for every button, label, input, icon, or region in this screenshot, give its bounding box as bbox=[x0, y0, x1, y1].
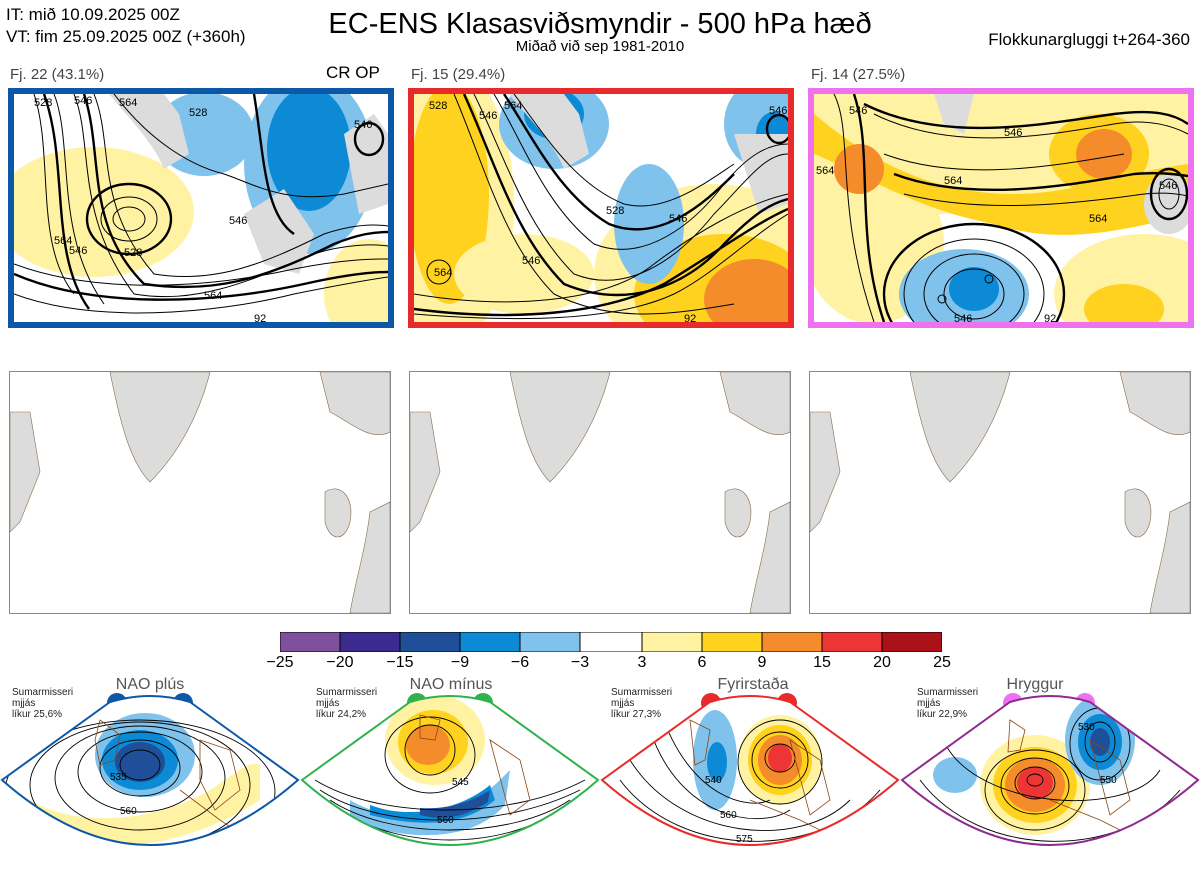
colorbar-segment bbox=[881, 631, 943, 653]
contour-label: 546 bbox=[354, 119, 372, 131]
contour-label: 575 bbox=[447, 850, 464, 861]
cluster-1-map: 528 546 564 546 528 564 528 546 564 546 … bbox=[8, 88, 394, 328]
colorbar-tick: 9 bbox=[757, 654, 767, 671]
contour-label: 546 bbox=[849, 105, 867, 117]
contour-label: 546 bbox=[1159, 180, 1177, 192]
contour-label: 546 bbox=[522, 255, 540, 267]
contour-label: 528 bbox=[189, 107, 207, 119]
contour-label: 546 bbox=[229, 215, 247, 227]
regime-3-title: Fyrirstaða bbox=[717, 676, 789, 693]
valid-time: VT: fim 25.09.2025 00Z (+360h) bbox=[6, 27, 246, 46]
regime-2-note: Sumarmisseri mjjás líkur 24,2% bbox=[316, 687, 378, 720]
regime-3-map: 540 560 575 bbox=[600, 680, 900, 870]
cluster-2-label: Fj. 15 (29.4%) bbox=[411, 66, 506, 83]
regime-2-title: NAO mínus bbox=[409, 676, 493, 693]
contour-label: 550 bbox=[1100, 775, 1117, 786]
colorbar-tick: 6 bbox=[697, 654, 707, 671]
empty-map-3 bbox=[809, 371, 1191, 614]
page-title: EC-ENS Klasasviðsmyndir - 500 hPa hæð bbox=[328, 8, 872, 40]
colorbar-segment bbox=[339, 631, 401, 653]
cluster-1-label: Fj. 22 (43.1%) bbox=[10, 66, 105, 83]
page-subtitle: Miðað við sep 1981-2010 bbox=[515, 38, 685, 55]
contour-label: 564 bbox=[204, 290, 222, 302]
contour-label: 560 bbox=[437, 815, 454, 826]
cluster-1-tag: CR OP bbox=[326, 63, 380, 82]
header-info: IT: mið 10.09.2025 00Z VT: fim 25.09.202… bbox=[6, 4, 246, 48]
regime-1-map: 535 560 bbox=[0, 680, 300, 870]
contour-label: 564 bbox=[434, 267, 452, 279]
colorbar-segment bbox=[821, 631, 883, 653]
colorbar-segment bbox=[579, 631, 643, 653]
clustering-window: Flokkunargluggi t+264-360 bbox=[988, 30, 1190, 49]
contour-label: 546 bbox=[769, 105, 787, 117]
contour-label: 564 bbox=[119, 97, 137, 109]
regime-1-note: Sumarmisseri mjjás líkur 25,6% bbox=[12, 687, 74, 720]
colorbar-tick: −9 bbox=[450, 654, 470, 671]
contour-label: 564 bbox=[1089, 213, 1107, 225]
regime-4-title: Hryggur bbox=[1006, 676, 1064, 693]
contour-label: 546 bbox=[479, 110, 497, 122]
contour-label: 546 bbox=[69, 245, 87, 257]
colorbar-tick: −20 bbox=[326, 654, 354, 671]
contour-label: 560 bbox=[120, 806, 137, 817]
colorbar-tick: −3 bbox=[570, 654, 590, 671]
contour-label: 564 bbox=[944, 175, 962, 187]
regime-3-note: Sumarmisseri mjjás líkur 27,3% bbox=[611, 687, 673, 720]
colorbar-segment bbox=[761, 631, 823, 653]
colorbar-tick: −25 bbox=[266, 654, 294, 671]
contour-label: 528 bbox=[124, 247, 142, 259]
regime-4-note: Sumarmisseri mjjás líkur 22,9% bbox=[917, 687, 979, 720]
colorbar-segment bbox=[519, 631, 581, 653]
colorbar-tick: 20 bbox=[873, 654, 891, 671]
contour-label: 564 bbox=[504, 100, 522, 112]
cluster-3-map: 546 564 546 564 546 564 546 92 bbox=[808, 88, 1194, 328]
contour-label: 545 bbox=[452, 777, 469, 788]
contour-label: 528 bbox=[429, 100, 447, 112]
contour-label: 540 bbox=[705, 775, 722, 786]
contour-label: 546 bbox=[954, 313, 972, 322]
regime-4-map: 530 550 575 bbox=[900, 680, 1200, 870]
empty-map-1 bbox=[9, 371, 391, 614]
colorbar-segment bbox=[459, 631, 521, 653]
colorbar bbox=[279, 631, 943, 657]
colorbar-tick: 3 bbox=[637, 654, 647, 671]
contour-label: 528 bbox=[34, 97, 52, 109]
contour-label: 92 bbox=[254, 313, 266, 322]
colorbar-tick: −6 bbox=[510, 654, 530, 671]
contour-label: 92 bbox=[1044, 313, 1056, 322]
colorbar-tick: 25 bbox=[933, 654, 951, 671]
colorbar-segment bbox=[279, 631, 341, 653]
colorbar-tick: 15 bbox=[813, 654, 831, 671]
contour-label: 92 bbox=[684, 313, 696, 322]
colorbar-segment bbox=[641, 631, 703, 653]
initial-time: IT: mið 10.09.2025 00Z bbox=[6, 5, 180, 24]
colorbar-tick: −15 bbox=[386, 654, 414, 671]
contour-label: 535 bbox=[110, 772, 127, 783]
contour-label: 564 bbox=[816, 165, 834, 177]
cluster-2-map: 528 546 564 546 564 528 546 92 546 bbox=[408, 88, 794, 328]
empty-map-2 bbox=[409, 371, 791, 614]
contour-label: 560 bbox=[720, 810, 737, 821]
contour-label: 530 bbox=[1078, 722, 1095, 733]
cluster-3-label: Fj. 14 (27.5%) bbox=[811, 66, 906, 83]
colorbar-segment bbox=[701, 631, 763, 653]
contour-label: 575 bbox=[736, 834, 753, 845]
regime-2-map: 545 560 575 bbox=[300, 680, 600, 870]
contour-label: 546 bbox=[1004, 127, 1022, 139]
regime-1-title: NAO plús bbox=[115, 676, 185, 693]
colorbar-segment bbox=[399, 631, 461, 653]
contour-label: 528 bbox=[606, 205, 624, 217]
contour-label: 564 bbox=[54, 235, 72, 247]
contour-label: 546 bbox=[669, 213, 687, 225]
contour-label: 546 bbox=[74, 95, 92, 107]
